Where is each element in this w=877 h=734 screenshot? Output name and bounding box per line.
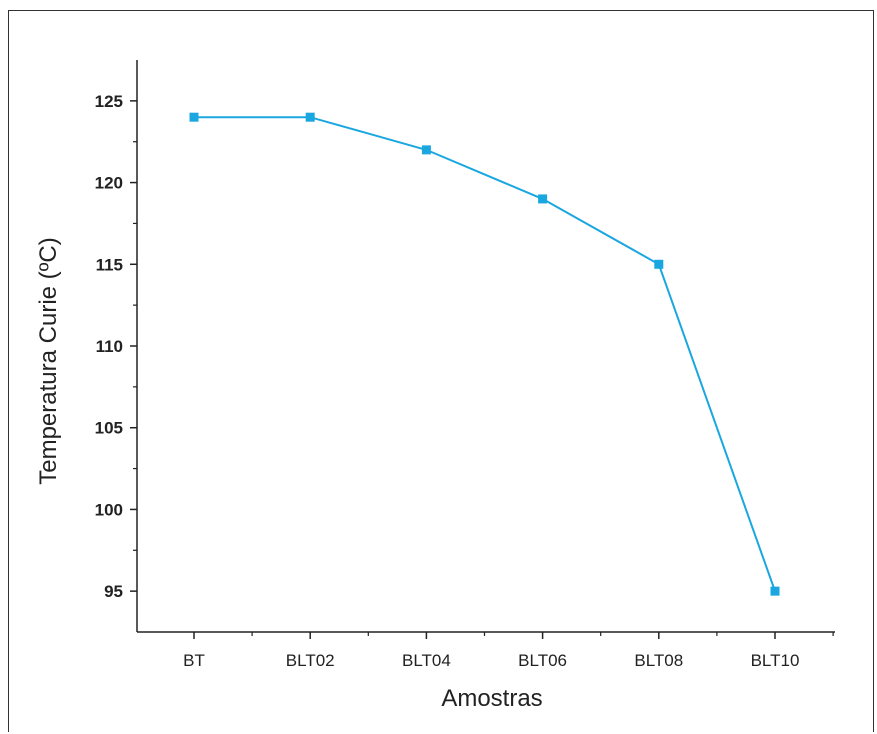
x-tick-label: BLT04: [402, 651, 451, 670]
y-ticks: 95 100 105 110 115 120 125: [95, 92, 137, 601]
axes: [136, 60, 835, 633]
data-point: [305, 112, 315, 122]
series-group: [189, 112, 780, 596]
data-point: [189, 112, 199, 122]
y-tick-label: 105: [95, 419, 123, 438]
y-tick-label: 110: [96, 337, 123, 356]
x-tick-label: BLT08: [634, 651, 683, 670]
y-axis-title: Temperatura Curie (ºC): [35, 237, 62, 485]
data-point: [538, 194, 548, 204]
y-tick-label: 100: [95, 500, 123, 519]
x-tick-label: BLT06: [518, 651, 567, 670]
figure-frame: [8, 10, 874, 732]
data-point: [770, 586, 780, 596]
series-line: [194, 116, 776, 592]
x-ticks: BT BLT02 BLT04 BLT06 BLT08 BLT10: [183, 632, 834, 670]
x-tick-label: BLT02: [286, 651, 335, 670]
y-tick-label: 115: [96, 255, 123, 274]
data-point: [421, 145, 431, 155]
x-tick-label: BLT10: [751, 651, 800, 670]
x-tick-label: BT: [183, 651, 205, 670]
x-axis-title: Amostras: [441, 685, 542, 712]
y-tick-label: 125: [95, 92, 123, 111]
data-point: [654, 259, 664, 269]
y-tick-label: 120: [95, 174, 123, 193]
y-tick-label: 95: [104, 582, 123, 601]
